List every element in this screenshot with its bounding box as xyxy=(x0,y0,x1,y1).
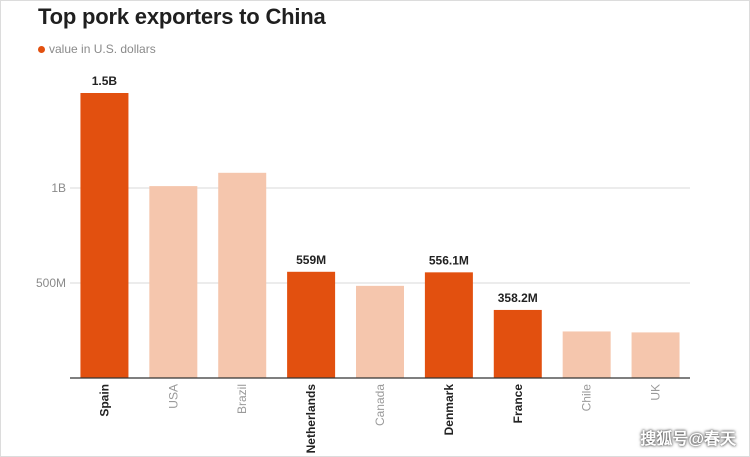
data-label: 559M xyxy=(296,253,326,267)
x-tick-label: Canada xyxy=(373,384,387,426)
data-label: 556.1M xyxy=(429,253,469,267)
x-tick-label: Spain xyxy=(97,384,111,417)
x-tick-label: Chile xyxy=(580,384,594,412)
data-label: 1.5B xyxy=(92,74,118,88)
legend: value in U.S. dollars xyxy=(38,42,156,56)
bar xyxy=(149,186,198,378)
data-label: 358.2M xyxy=(498,291,538,305)
bar xyxy=(493,309,542,378)
x-tick-label: UK xyxy=(649,384,663,401)
chart-title: Top pork exporters to China xyxy=(38,4,326,29)
legend-label: value in U.S. dollars xyxy=(49,42,156,56)
x-tick-label: Brazil xyxy=(235,384,249,414)
bar xyxy=(287,271,336,378)
x-tick-label: Denmark xyxy=(442,384,456,436)
watermark: 搜狐号@春天 xyxy=(640,431,736,448)
bar xyxy=(356,285,404,378)
bar xyxy=(218,172,267,378)
x-tick-label: France xyxy=(511,384,525,424)
bar xyxy=(80,93,129,378)
bar xyxy=(631,332,680,378)
x-tick-label: USA xyxy=(166,384,180,409)
legend-swatch xyxy=(38,45,45,53)
x-tick-label: Netherlands xyxy=(304,384,318,454)
y-tick-label: 1B xyxy=(51,181,66,195)
y-tick-label: 500M xyxy=(36,276,66,290)
bar xyxy=(424,272,473,378)
bar xyxy=(562,331,611,378)
